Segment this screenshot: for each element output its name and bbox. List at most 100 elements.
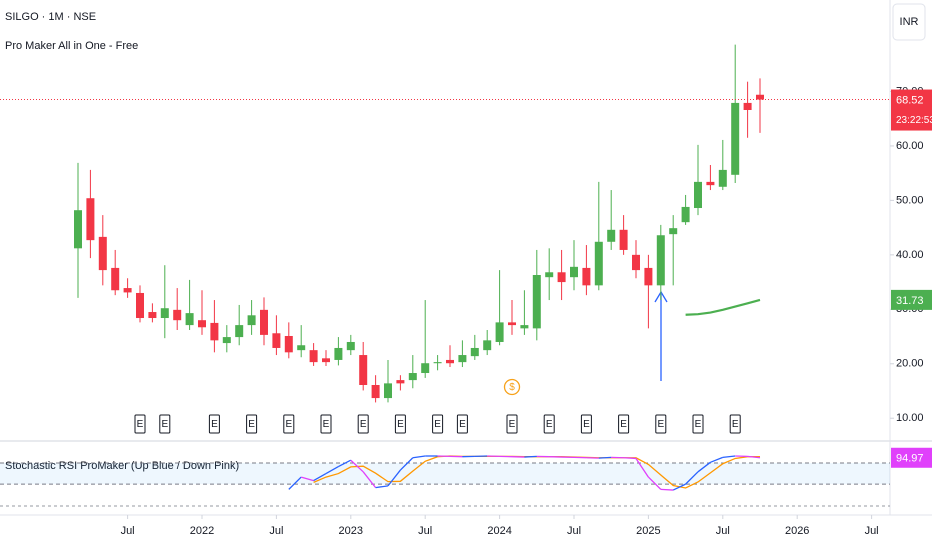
x-tick-label: 2022 <box>190 525 214 537</box>
earnings-label: E <box>161 419 168 430</box>
candle-body <box>111 268 119 290</box>
candle-body <box>86 198 94 240</box>
candle-body <box>582 268 590 285</box>
candle-body <box>669 228 677 234</box>
x-tick-label: Jul <box>121 525 135 537</box>
earnings-label: E <box>583 419 590 430</box>
candle-body <box>334 348 342 360</box>
candle-body <box>458 355 466 362</box>
y-tick-label: 20.00 <box>896 358 924 370</box>
stoch-k-segment <box>524 456 536 457</box>
currency-label[interactable]: INR <box>900 16 919 28</box>
candle-body <box>434 362 442 363</box>
candle-body <box>533 275 541 328</box>
candle-body <box>272 333 280 348</box>
candle-body <box>657 235 665 285</box>
stoch-k-segment <box>624 458 636 459</box>
earnings-label: E <box>248 419 255 430</box>
earnings-label: E <box>546 419 553 430</box>
candle-body <box>706 182 714 185</box>
x-tick-label: 2024 <box>487 525 511 537</box>
candle-body <box>136 293 144 318</box>
last-price-label: 68.52 <box>896 94 924 106</box>
candle-body <box>223 337 231 343</box>
candle-body <box>260 310 268 335</box>
x-tick-label: Jul <box>269 525 283 537</box>
x-tick-label: Jul <box>567 525 581 537</box>
candle-body <box>372 385 380 398</box>
candle-body <box>186 313 194 325</box>
candle-body <box>607 230 615 242</box>
candle-body <box>384 383 392 398</box>
candle-body <box>297 345 305 350</box>
candle-body <box>161 308 169 318</box>
earnings-label: E <box>323 419 330 430</box>
x-tick-label: Jul <box>418 525 432 537</box>
earnings-label: E <box>459 419 466 430</box>
candle-body <box>310 350 318 362</box>
x-tick-label: 2025 <box>636 525 660 537</box>
candle-body <box>99 237 107 270</box>
candle-body <box>719 170 727 187</box>
candle-body <box>347 342 355 350</box>
candle-body <box>744 103 752 110</box>
candle-body <box>496 322 504 342</box>
candle-body <box>508 322 516 325</box>
candle-body <box>248 315 256 325</box>
x-tick-label: Jul <box>865 525 879 537</box>
candle-body <box>409 373 417 380</box>
ma-value-label: 31.73 <box>896 295 924 307</box>
x-tick-label: 2023 <box>339 525 363 537</box>
candle-body <box>210 323 218 340</box>
candle-body <box>570 267 578 277</box>
y-tick-label: 60.00 <box>896 140 924 152</box>
candle-body <box>545 272 553 277</box>
earnings-label: E <box>509 419 516 430</box>
earnings-label: E <box>360 419 367 430</box>
earnings-label: E <box>397 419 404 430</box>
stoch-band-fill <box>0 463 890 484</box>
candle-body <box>756 95 764 100</box>
countdown-label: 23:22:53 <box>896 115 932 126</box>
earnings-label: E <box>137 419 144 430</box>
candle-body <box>285 336 293 352</box>
candle-body <box>198 320 206 327</box>
x-tick-label: 2026 <box>785 525 809 537</box>
earnings-label: E <box>211 419 218 430</box>
y-tick-label: 40.00 <box>896 249 924 261</box>
candle-body <box>173 310 181 320</box>
candle-body <box>396 380 404 383</box>
symbol-title: SILGO · 1M · NSE <box>5 11 96 23</box>
stoch-k-segment <box>599 457 611 458</box>
earnings-label: E <box>732 419 739 430</box>
candle-body <box>421 363 429 373</box>
candle-body <box>632 255 640 270</box>
candle-body <box>446 360 454 363</box>
stoch-k-segment <box>661 489 673 490</box>
candle-body <box>471 348 479 356</box>
candle-body <box>235 325 243 337</box>
candle-body <box>148 312 156 318</box>
candle-body <box>731 103 739 175</box>
stoch-value-label: 94.97 <box>896 453 924 465</box>
candle-body <box>694 182 702 208</box>
x-tick-label: Jul <box>716 525 730 537</box>
dividend-label: $ <box>509 382 515 393</box>
earnings-label: E <box>434 419 441 430</box>
candle-body <box>558 272 566 282</box>
candle-body <box>520 325 528 328</box>
candle-body <box>483 340 491 350</box>
candle-body <box>322 358 330 362</box>
earnings-label: E <box>620 419 627 430</box>
candle-body <box>682 207 690 222</box>
candle-body <box>595 242 603 286</box>
candle-body <box>124 288 132 292</box>
y-tick-label: 50.00 <box>896 194 924 206</box>
earnings-label: E <box>695 419 702 430</box>
candle-body <box>644 268 652 285</box>
earnings-label: E <box>285 419 292 430</box>
candle-body <box>74 210 82 248</box>
candle-body <box>359 355 367 385</box>
indicator-title: Pro Maker All in One - Free <box>5 40 138 52</box>
